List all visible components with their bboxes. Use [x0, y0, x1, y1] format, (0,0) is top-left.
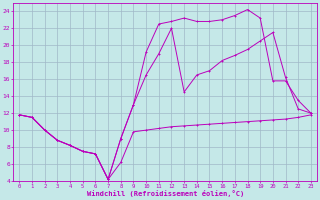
X-axis label: Windchill (Refroidissement éolien,°C): Windchill (Refroidissement éolien,°C) [86, 190, 244, 197]
